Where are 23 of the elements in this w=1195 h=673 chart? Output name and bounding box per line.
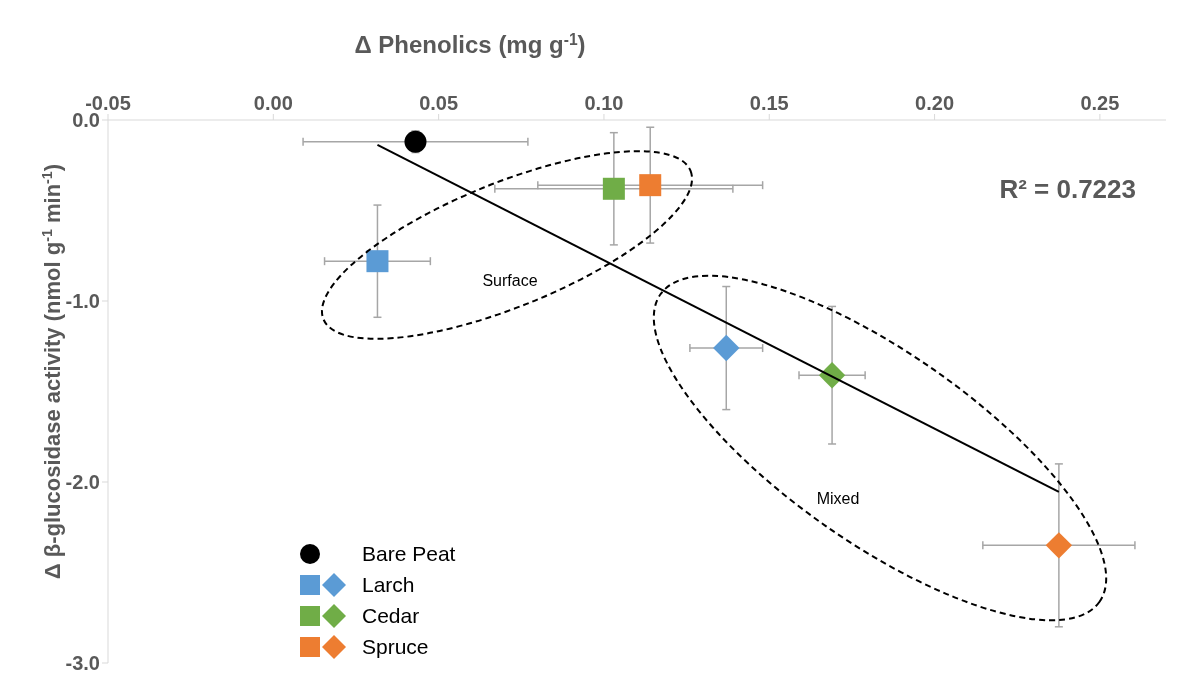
annotation: Mixed bbox=[816, 490, 860, 507]
point bbox=[639, 174, 662, 197]
point bbox=[366, 250, 389, 273]
point bbox=[1045, 532, 1073, 559]
x-tick-label: 0.10 bbox=[584, 92, 624, 114]
point bbox=[713, 334, 740, 362]
x-tick-label: 0.00 bbox=[253, 92, 293, 114]
legend-label: Bare Peat bbox=[362, 541, 456, 566]
y-tick-label: -3.0 bbox=[65, 652, 100, 673]
x-tick-label: 0.15 bbox=[749, 92, 789, 114]
x-axis-title: Δ Phenolics (mg g$^{-1}$) bbox=[354, 30, 586, 58]
legend-label: Cedar bbox=[362, 603, 420, 628]
legend-label: Larch bbox=[362, 572, 415, 597]
point bbox=[602, 177, 625, 200]
point bbox=[404, 130, 427, 153]
annotation: Surface bbox=[482, 272, 538, 289]
x-tick-label: 0.05 bbox=[419, 92, 459, 114]
annotation: R² = 0.7223 bbox=[999, 174, 1136, 204]
x-tick-label: 0.20 bbox=[915, 92, 955, 114]
y-tick-label: -1.0 bbox=[65, 290, 100, 313]
y-tick-label: -2.0 bbox=[65, 471, 100, 494]
x-tick-label: 0.25 bbox=[1080, 92, 1120, 114]
legend-label: Spruce bbox=[362, 634, 429, 659]
